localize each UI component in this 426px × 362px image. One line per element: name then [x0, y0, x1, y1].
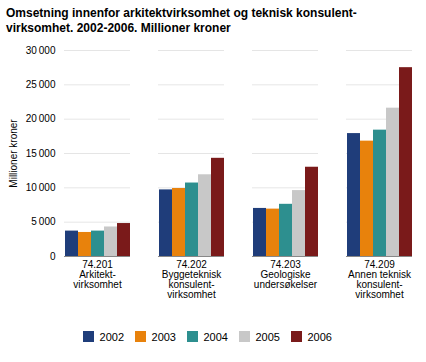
html-text:Omsetning innenfor arkitektvir: Omsetning innenfor arkitektvirksomhet og… — [6, 6, 357, 35]
html-text:2002: 2002 — [99, 330, 124, 343]
svg-text:0: 0 — [50, 251, 56, 262]
svg-text:Millioner kroner: Millioner kroner — [8, 119, 19, 188]
svg-text:25 000: 25 000 — [26, 79, 56, 90]
svg-text:5 000: 5 000 — [31, 216, 56, 227]
svg-text:30 000: 30 000 — [26, 45, 56, 56]
html-text:2005: 2005 — [255, 330, 280, 343]
svg-text:74.203Geologiskeundersøkelser: 74.203Geologiskeundersøkelser — [254, 259, 318, 290]
html-text:2006: 2006 — [307, 330, 332, 343]
svg-text:20 000: 20 000 — [26, 113, 56, 124]
html-text:2003: 2003 — [151, 330, 176, 343]
svg-text:15 000: 15 000 — [26, 148, 56, 159]
svg-text:74.202Byggetekniskkonsulent-vi: 74.202Byggetekniskkonsulent-virksomhet — [162, 259, 222, 300]
html-text:2004: 2004 — [203, 330, 228, 343]
svg-text:74.201Arkitekt-virksomhet: 74.201Arkitekt-virksomhet — [73, 259, 122, 290]
svg-text:10 000: 10 000 — [26, 182, 56, 193]
svg-text:74.209Annen tekniskkonsulent-v: 74.209Annen tekniskkonsulent-virksomhet — [348, 259, 412, 300]
